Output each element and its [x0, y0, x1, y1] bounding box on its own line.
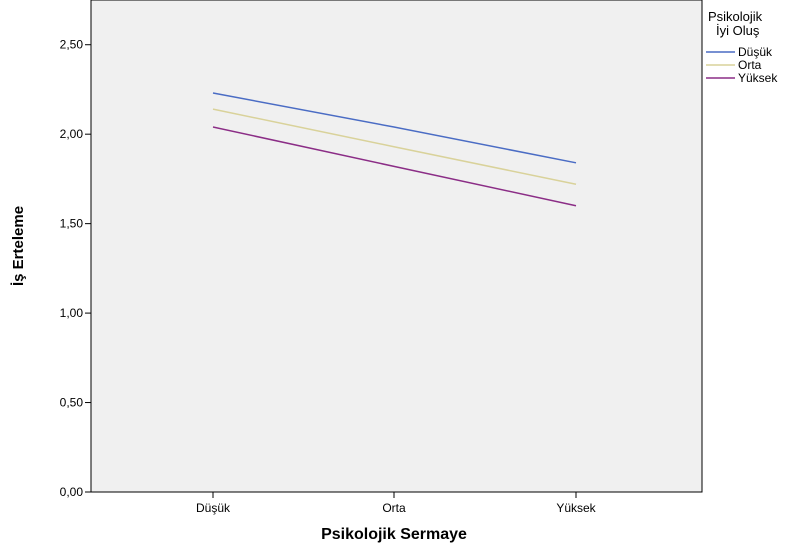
- x-tick-label: Düşük: [196, 501, 231, 515]
- y-tick-label: 0,50: [60, 396, 84, 410]
- y-tick-label: 1,00: [60, 306, 84, 320]
- legend-label: Yüksek: [738, 71, 778, 85]
- y-tick-label: 2,00: [60, 127, 84, 141]
- x-tick-label: Yüksek: [556, 501, 596, 515]
- legend-label: Düşük: [738, 45, 773, 59]
- y-axis-ticks: 0,00 0,50 1,00 1,50 2,00 2,50: [60, 38, 91, 499]
- y-tick-label: 1,50: [60, 217, 84, 231]
- y-axis-title: İş Erteleme: [10, 206, 27, 286]
- x-axis-ticks: Düşük Orta Yüksek: [196, 492, 597, 515]
- plot-area: [90, 0, 703, 493]
- x-axis-title: Psikolojik Sermaye: [321, 526, 467, 543]
- series-lines: [212, 92, 577, 207]
- y-tick-label: 2,50: [60, 38, 84, 52]
- legend-title-line1: Psikolojik: [708, 9, 763, 24]
- x-tick-label: Orta: [382, 501, 406, 515]
- legend-title-line2: İyi Oluş: [716, 23, 760, 38]
- legend-label: Orta: [738, 58, 762, 72]
- y-tick-label: 0,00: [60, 485, 84, 499]
